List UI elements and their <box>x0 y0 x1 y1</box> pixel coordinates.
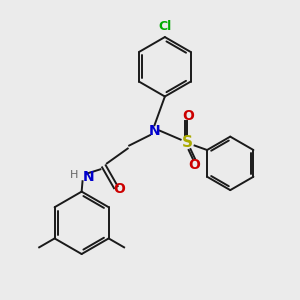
Text: N: N <box>148 124 160 138</box>
Text: O: O <box>113 182 125 196</box>
Text: O: O <box>189 158 200 172</box>
Text: O: O <box>183 109 195 123</box>
Text: N: N <box>82 170 94 184</box>
Text: H: H <box>69 170 78 180</box>
Text: Cl: Cl <box>158 20 172 33</box>
Text: S: S <box>182 135 193 150</box>
